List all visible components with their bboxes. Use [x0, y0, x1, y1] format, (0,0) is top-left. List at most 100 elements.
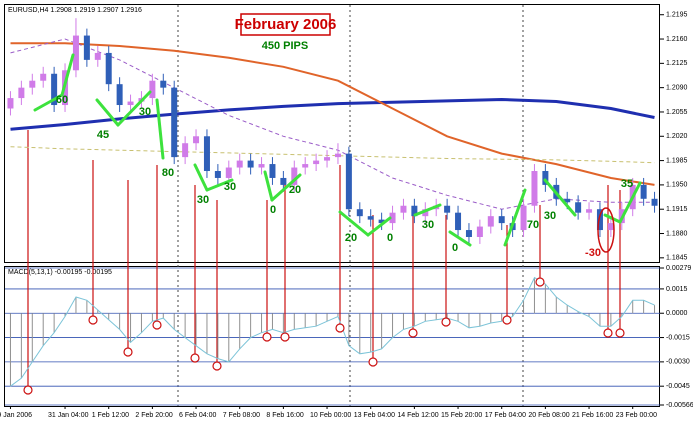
- trend-line: [338, 210, 370, 237]
- trend-line: [263, 170, 274, 202]
- annotation: 30: [197, 194, 209, 206]
- y-tick-label: 1.1880: [666, 230, 688, 237]
- signal-circle: [441, 317, 451, 327]
- candle-body: [334, 153, 341, 158]
- trend-line: [503, 188, 527, 247]
- macd-label: MACD(5,13,1) -0.00195 -0.00195: [8, 269, 112, 276]
- x-tick-label: 21 Feb 16:00: [572, 412, 613, 419]
- signal-circle: [280, 332, 290, 342]
- annotation: 45: [97, 129, 109, 141]
- candle-body: [498, 216, 505, 224]
- signal-circle: [502, 315, 512, 325]
- trend-line: [618, 181, 642, 224]
- x-tick-label: 1 Feb 12:00: [92, 412, 129, 419]
- candle-body: [51, 73, 58, 106]
- candle-body: [302, 164, 309, 168]
- x-tick-label: 20 Feb 08:00: [528, 412, 569, 419]
- annotation: 60: [56, 94, 68, 106]
- candle-body: [455, 212, 462, 231]
- candle-body: [160, 80, 167, 88]
- candle-body: [127, 101, 134, 106]
- macd-tick-label: 0.0000: [666, 310, 688, 317]
- moving-average: [10, 42, 655, 186]
- candle-body: [378, 219, 385, 224]
- macd-tick-label: -0.00566: [666, 402, 693, 409]
- x-tick-label: 23 Feb 00:00: [616, 412, 657, 419]
- trend-line: [413, 203, 442, 217]
- candle-body: [247, 160, 254, 168]
- y-tick-label: 1.2090: [666, 85, 688, 92]
- candle-body: [564, 198, 571, 203]
- signal-circle: [190, 353, 200, 363]
- x-tick-label: 7 Feb 08:00: [223, 412, 260, 419]
- title-box: [240, 13, 331, 36]
- macd-tick-label: -0.0030: [666, 359, 690, 366]
- annotation: 0: [452, 242, 458, 254]
- y-tick-label: 1.2020: [666, 133, 688, 140]
- symbol-label: EURUSD,H4 1.2908 1.2919 1.2907 1.2916: [8, 7, 142, 14]
- y-tick-label: 1.1915: [666, 206, 688, 213]
- annotation: 20: [345, 232, 357, 244]
- candle-body: [193, 136, 200, 144]
- candle-body: [269, 164, 276, 178]
- candle-body: [476, 226, 483, 237]
- moving-average: [10, 97, 655, 131]
- trend-line: [205, 178, 234, 192]
- annotation: 30: [422, 219, 434, 231]
- signal-circle: [368, 357, 378, 367]
- trend-line: [543, 178, 577, 217]
- annotation: 0: [387, 232, 393, 244]
- signal-circle: [535, 277, 545, 287]
- candle-body: [542, 171, 549, 185]
- trend-line: [95, 98, 120, 127]
- signal-circle: [88, 315, 98, 325]
- candle-body: [586, 209, 593, 213]
- signal-circle: [603, 328, 613, 338]
- macd-tick-label: 0.0015: [666, 286, 688, 293]
- candle-body: [444, 205, 451, 213]
- candle-body: [367, 216, 374, 220]
- macd-panel: [4, 266, 660, 407]
- candle-body: [40, 73, 47, 81]
- candle-body: [596, 209, 603, 231]
- x-tick-label: 6 Feb 04:00: [179, 412, 216, 419]
- candle-body: [225, 167, 232, 178]
- annotation: 0: [270, 204, 276, 216]
- y-tick-label: 1.2125: [666, 60, 688, 67]
- candle-body: [7, 98, 14, 109]
- candle-body: [520, 205, 527, 231]
- highlight-ellipse: [597, 207, 615, 253]
- candle-body: [400, 205, 407, 213]
- signal-circle: [212, 361, 222, 371]
- candle-body: [607, 223, 614, 231]
- candle-body: [651, 198, 658, 206]
- trend-line: [60, 53, 75, 97]
- candle-body: [72, 35, 79, 71]
- candle-body: [29, 80, 36, 88]
- annotation: 30: [139, 106, 151, 118]
- candle-body: [487, 216, 494, 227]
- signal-circle: [152, 320, 162, 330]
- candle-body: [203, 136, 210, 172]
- candle-body: [214, 171, 221, 178]
- y-tick-label: 1.1985: [666, 157, 688, 164]
- macd-line: [10, 276, 655, 387]
- macd-tick-label: -0.0045: [666, 383, 690, 390]
- trend-line: [155, 98, 165, 160]
- x-tick-label: 14 Feb 12:00: [397, 412, 438, 419]
- candle-body: [236, 160, 243, 168]
- annotation: -30: [585, 247, 601, 259]
- trend-line: [366, 216, 392, 237]
- signal-circle: [408, 328, 418, 338]
- annotation: 20: [289, 184, 301, 196]
- candle-body: [116, 84, 123, 106]
- chart-title: February 2006: [235, 16, 337, 33]
- annotation: 80: [162, 167, 174, 179]
- macd-tick-label: 0.00279: [666, 265, 691, 272]
- candle-body: [149, 80, 156, 99]
- candle-body: [94, 52, 101, 60]
- x-tick-label: 10 Feb 00:00: [310, 412, 351, 419]
- candle-body: [575, 202, 582, 213]
- candle-body: [640, 184, 647, 199]
